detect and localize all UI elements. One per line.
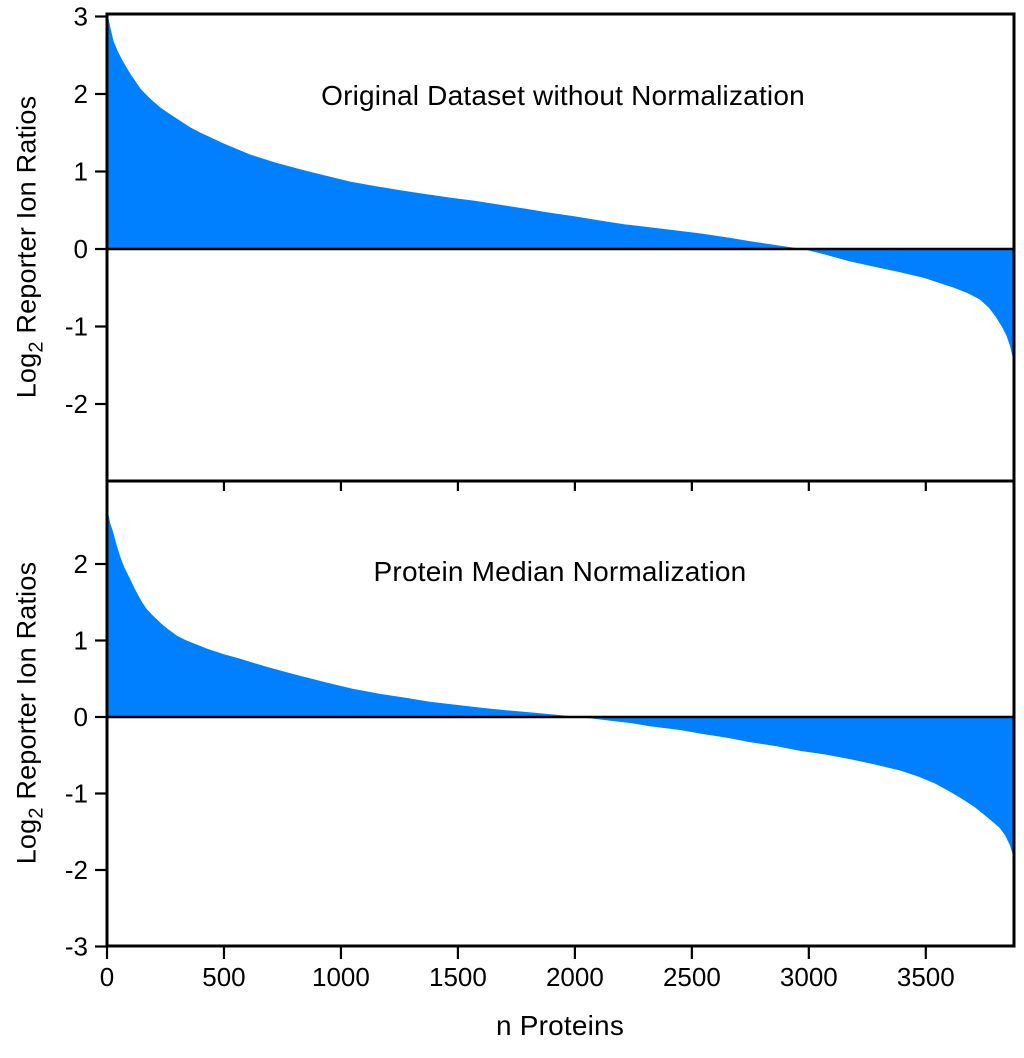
y-axis-label-bottom: Log2 Reporter Ion Ratios (11, 561, 48, 865)
y-tick-label: -3 (65, 932, 88, 962)
y-axis-label-bottom-post: Reporter Ion Ratios (11, 561, 42, 808)
y-axis-label-top-sub: 2 (25, 341, 48, 353)
y-axis-label-top-pre: Log (11, 352, 42, 399)
y-tick-label: 2 (74, 79, 88, 109)
top-panel: 3 2 1 0 -1 -2 (65, 2, 1016, 483)
y-axis-label-top: Log2 Reporter Ion Ratios (11, 95, 48, 399)
y-axis-label-top-post: Reporter Ion Ratios (11, 95, 42, 342)
y-tick-label: 1 (74, 626, 88, 656)
top-panel-title: Original Dataset without Normalization (321, 80, 805, 111)
y-tick-label: 0 (74, 234, 88, 264)
bottom-panel-title: Protein Median Normalization (373, 556, 747, 587)
y-axis-label-bottom-pre: Log (11, 818, 42, 865)
y-tick-label: 0 (74, 702, 88, 732)
y-axis-label-bottom-sub: 2 (25, 807, 48, 819)
x-tick-label: 500 (202, 962, 245, 992)
x-tick-label: 3500 (897, 962, 955, 992)
x-tick-label: 3000 (780, 962, 838, 992)
x-tick-label: 0 (100, 962, 114, 992)
y-tick-label: -1 (65, 779, 88, 809)
area-fill (107, 508, 1014, 859)
x-axis-label: n Proteins (495, 1010, 625, 1041)
y-tick-label: -2 (65, 855, 88, 885)
y-tick-label: -1 (65, 312, 88, 342)
y-tick-label: 3 (74, 2, 88, 32)
area-fill (107, 15, 1014, 366)
y-tick-label: -2 (65, 389, 88, 419)
bottom-panel: 2 1 0 -1 -2 -3 0 500 1000 1500 2000 2500 3000 3500 (65, 479, 1016, 992)
x-tick-label: 2500 (663, 962, 721, 992)
x-tick-label: 1500 (429, 962, 487, 992)
x-tick-label: 2000 (546, 962, 604, 992)
y-tick-label: 2 (74, 549, 88, 579)
panel-frame (105, 479, 1016, 948)
x-tick-label: 1000 (312, 962, 370, 992)
y-tick-label: 1 (74, 157, 88, 187)
